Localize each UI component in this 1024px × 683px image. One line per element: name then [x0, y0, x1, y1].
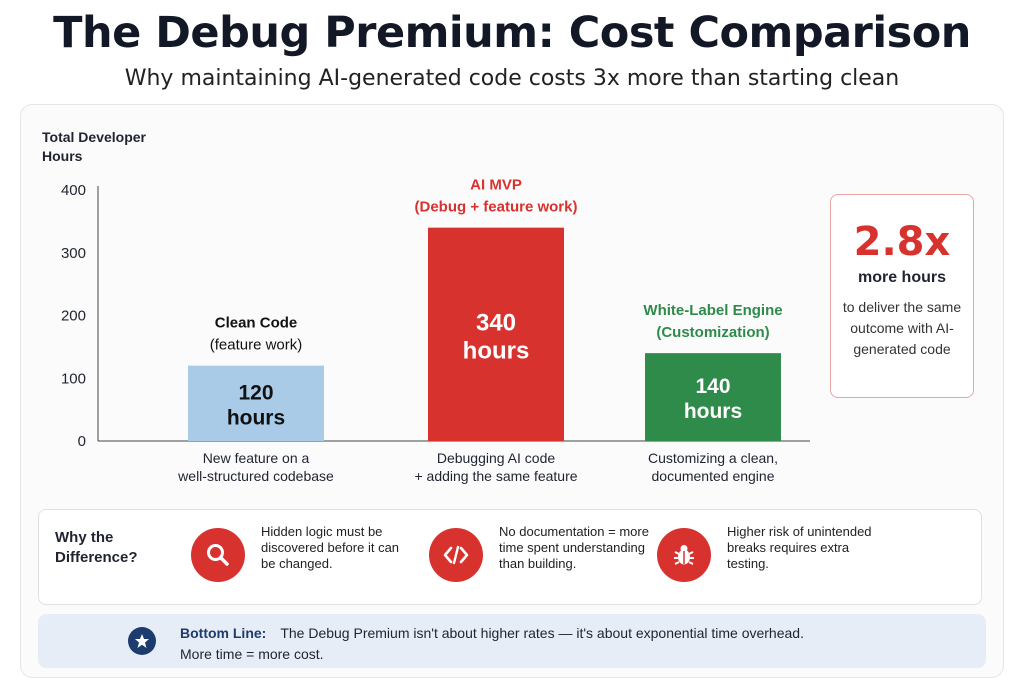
y-tick-label: 200 [61, 308, 86, 325]
category-description: + adding the same feature [414, 468, 577, 484]
category-sublabel: (Customization) [656, 324, 769, 341]
category-description: New feature on a [203, 450, 310, 466]
bar-value-label: 120 [238, 381, 273, 404]
reason-text: No documentation = more time spent under… [499, 524, 649, 571]
category-label: Clean Code [215, 315, 298, 332]
bug-icon [657, 528, 711, 582]
bar-value-unit: hours [463, 337, 530, 364]
reason-text: Higher risk of unintended breaks require… [727, 524, 872, 571]
bottom-line-text: Bottom Line: The Debug Premium isn't abou… [180, 625, 804, 641]
ratio-callout: 2.8x more hours to deliver the same outc… [830, 194, 974, 398]
bottom-line-title: Bottom Line: [180, 625, 267, 641]
bar-value-unit: hours [227, 406, 285, 429]
category-label: AI MVP [470, 177, 522, 194]
category-description: Customizing a clean, [648, 450, 778, 466]
category-sublabel: (Debug + feature work) [415, 199, 578, 216]
y-axis-title: Hours [42, 148, 83, 164]
bar-2 [645, 353, 781, 441]
bar-value-unit: hours [684, 400, 742, 423]
category-label: White-Label Engine [643, 302, 782, 319]
category-description: documented engine [652, 468, 775, 484]
reason-text: Hidden logic must be discovered before i… [261, 524, 400, 571]
category-description: Debugging AI code [437, 450, 556, 466]
bar-1 [428, 227, 564, 441]
category-sublabel: (feature work) [210, 337, 303, 354]
page-subtitle: Why maintaining AI-generated code costs … [124, 66, 900, 91]
y-tick-label: 0 [78, 433, 86, 450]
bar-0 [188, 365, 324, 441]
bottom-line-banner: Bottom Line: The Debug Premium isn't abou… [38, 614, 986, 668]
bar-value-label: 340 [476, 309, 516, 336]
bar-value-label: 140 [695, 375, 730, 398]
star-icon [128, 627, 156, 655]
y-tick-label: 400 [61, 182, 86, 199]
why-label: Why the Difference? [55, 529, 138, 566]
bottom-line-text-2: More time = more cost. [180, 646, 324, 662]
category-description: well-structured codebase [177, 468, 334, 484]
why-section: Why the Difference? Hidden logic must be… [38, 509, 982, 605]
ratio-unit: more hours [857, 269, 946, 286]
magnifier-icon [191, 528, 245, 582]
page-title: The Debug Premium: Cost Comparison [53, 8, 971, 58]
ratio-description: to deliver the same outcome with AI-gene… [842, 299, 962, 357]
y-tick-label: 300 [61, 245, 86, 262]
y-tick-label: 100 [61, 370, 86, 387]
ratio-value: 2.8x [853, 219, 951, 265]
bottom-line-text-1: The Debug Premium isn't about higher rat… [280, 625, 804, 641]
y-axis-title: Total Developer [42, 129, 147, 145]
code-icon [429, 528, 483, 582]
